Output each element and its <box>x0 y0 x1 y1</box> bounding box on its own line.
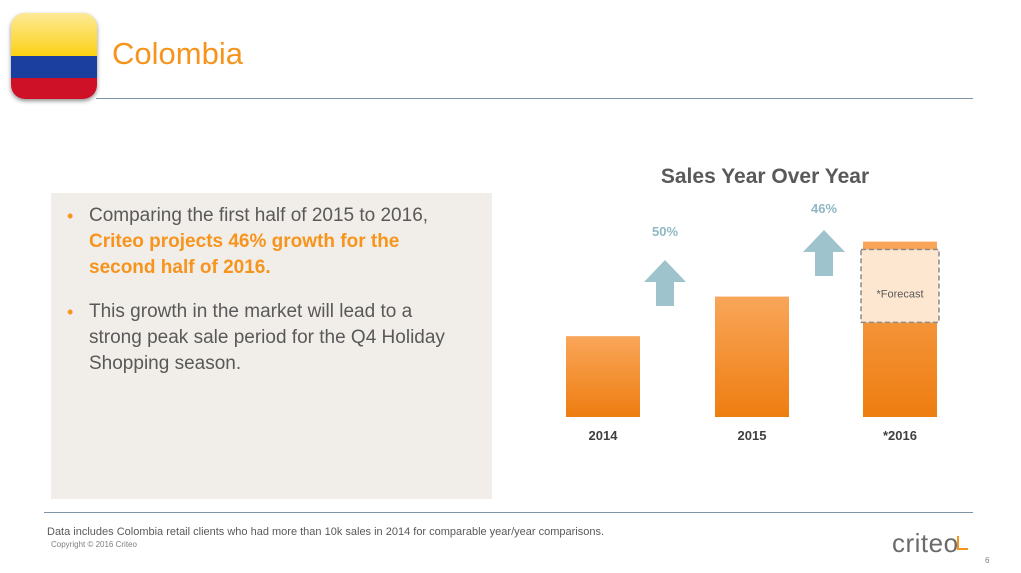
data-footnote: Data includes Colombia retail clients wh… <box>47 526 605 538</box>
bar-2014 <box>566 336 640 417</box>
bullet-item-growth: • Comparing the first half of 2015 to 20… <box>67 203 469 281</box>
bullet-highlight-text: Criteo projects 46% growth for the secon… <box>89 231 400 278</box>
growth-label: 46% <box>811 201 837 216</box>
bullet-item-peak: • This growth in the market will lead to… <box>67 299 469 377</box>
tick-label-2014: 2014 <box>589 428 619 443</box>
chart-title: Sales Year Over Year <box>661 165 869 188</box>
page-title: Colombia <box>112 36 243 71</box>
footer-divider <box>44 512 973 513</box>
title-divider <box>96 98 973 99</box>
bullet-dot: • <box>67 302 74 322</box>
copyright-text: Copyright © 2016 Criteo <box>51 540 137 549</box>
flag-gloss <box>11 13 97 52</box>
tick-label-2016: *2016 <box>883 428 917 443</box>
growth-arrow-icon <box>803 230 845 276</box>
growth-label: 50% <box>652 224 678 239</box>
bullet-text: Comparing the first half of 2015 to 2016… <box>89 205 429 226</box>
flag-stripe-red <box>11 78 97 99</box>
bullet-text: This growth in the market will lead to a… <box>89 301 445 374</box>
text-panel: • Comparing the first half of 2015 to 20… <box>51 193 492 499</box>
flag-stripe-blue <box>11 56 97 78</box>
bar-2015 <box>715 296 789 417</box>
bullet-dot: • <box>67 206 74 226</box>
page-number: 6 <box>985 556 990 565</box>
growth-arrow-icon <box>644 260 686 306</box>
colombia-flag-icon <box>11 13 97 99</box>
forecast-label: *Forecast <box>876 289 923 301</box>
forecast-box <box>860 248 940 324</box>
sales-chart: Sales Year Over Year 2014 2015 *2016 *Forec… <box>566 165 940 443</box>
tick-label-2015: 2015 <box>738 428 767 443</box>
criteo-logo-mark <box>957 536 968 550</box>
criteo-logo: criteo <box>892 528 959 558</box>
